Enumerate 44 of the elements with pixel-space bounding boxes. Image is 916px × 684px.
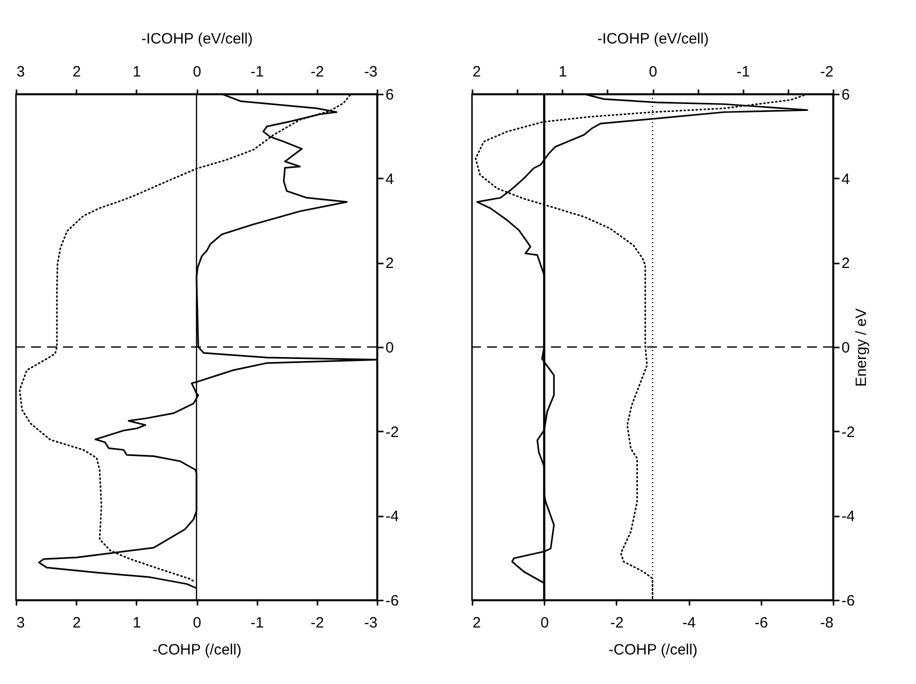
y-tick-label: -6 (842, 592, 855, 610)
x2-tick-label: -1 (250, 64, 264, 80)
x-tick-label: 0 (192, 614, 202, 632)
x2-tick-label: 3 (16, 64, 25, 80)
y-tick-label: -6 (386, 592, 399, 610)
x2-axis-title: -ICOHP (eV/cell) (597, 30, 709, 48)
x-tick-label: 2 (72, 614, 81, 632)
x-tick-label: -2 (310, 614, 324, 632)
y-tick-label: 6 (842, 86, 850, 104)
x2-tick-label: 1 (558, 64, 567, 80)
y-tick-label: 6 (386, 86, 394, 104)
x-tick-label: -4 (682, 614, 696, 632)
y-tick-label: 0 (842, 340, 850, 356)
x2-axis-title: -ICOHP (eV/cell) (141, 30, 253, 48)
x2-tick-label: 1 (132, 64, 142, 80)
y-axis-title: Energy / eV (852, 308, 870, 387)
x-tick-label: 3 (16, 614, 25, 632)
x-tick-label: 0 (540, 614, 549, 632)
y-tick-label: 4 (386, 170, 394, 188)
x-tick-label: 2 (472, 614, 481, 632)
x-tick-label: -8 (820, 614, 834, 632)
x2-tick-label: -2 (820, 64, 834, 80)
x-tick-label: -6 (754, 614, 768, 632)
y-tick-label: 2 (386, 255, 394, 272)
x-tick-label: 1 (132, 614, 142, 632)
y-tick-label: -2 (842, 424, 855, 441)
y-tick-label: -2 (386, 424, 399, 441)
x2-tick-label: 2 (472, 64, 481, 80)
y-tick-label: 4 (842, 170, 850, 188)
x2-tick-label: -3 (364, 64, 378, 80)
y-tick-label: -4 (842, 508, 855, 526)
y-tick-label: 0 (386, 340, 394, 356)
x-tick-label: -2 (610, 614, 624, 632)
x2-tick-label: -1 (736, 64, 750, 80)
x-axis-title: -COHP (/cell) (152, 642, 242, 658)
x-tick-label: -3 (364, 614, 378, 632)
x2-tick-label: 0 (192, 64, 202, 80)
y-tick-label: 2 (842, 255, 850, 272)
x-axis-title: -COHP (/cell) (608, 642, 698, 658)
y-tick-label: -4 (386, 508, 399, 526)
x2-tick-label: 2 (72, 64, 81, 80)
x2-tick-label: -2 (310, 64, 324, 80)
x2-tick-label: 0 (648, 64, 658, 80)
x-tick-label: -1 (250, 614, 264, 632)
